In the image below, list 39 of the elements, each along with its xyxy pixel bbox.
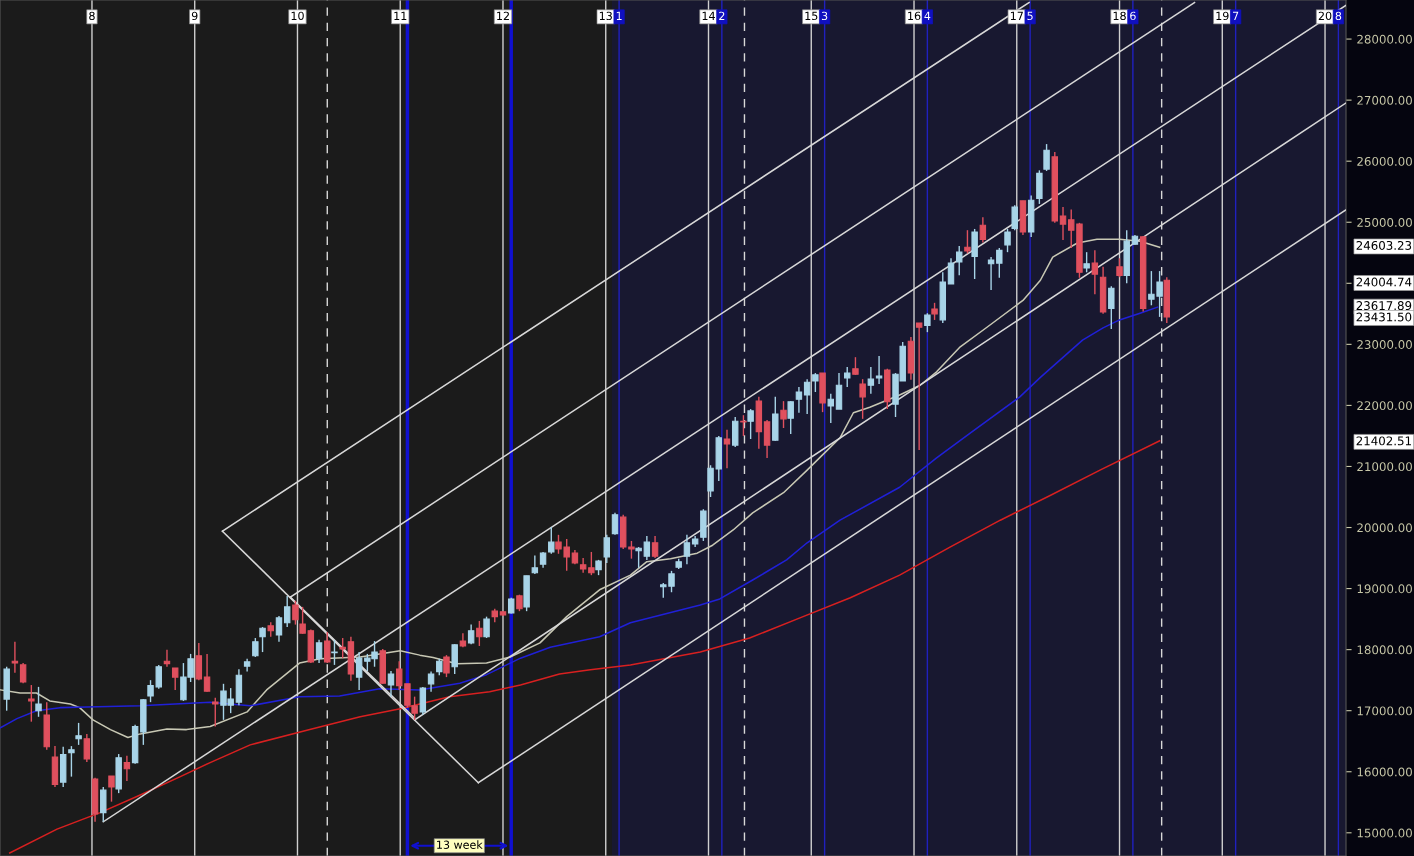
- x2-tick-label: 1: [616, 11, 622, 20]
- text: 21402.51: [1356, 436, 1411, 446]
- x-tick-label: 9: [191, 11, 198, 21]
- text: 24004.74: [1356, 277, 1412, 287]
- x-tick-label: 8: [89, 11, 95, 21]
- y-tick-label: 28000.00: [1357, 34, 1412, 44]
- x-tick-label: 12: [497, 11, 509, 20]
- x-tick-label: 13: [599, 11, 612, 21]
- annotation: 13 week: [437, 840, 483, 849]
- y-tick-label: 20000.00: [1357, 523, 1412, 533]
- y-tick-label: 21000.00: [1357, 462, 1412, 472]
- x-tick-label: 20: [1318, 11, 1332, 21]
- y-tick-label: 26000.00: [1357, 156, 1412, 166]
- text: 23617.89: [1356, 301, 1412, 311]
- x2-tick-label: 4: [924, 11, 931, 20]
- x-tick-label: 18: [1113, 11, 1126, 21]
- x-tick-label: 16: [908, 11, 921, 21]
- y-tick-label: 19000.00: [1357, 584, 1412, 594]
- x-tick-label: 14: [702, 11, 715, 20]
- x2-tick-label: 7: [1233, 11, 1239, 20]
- text: 24603.23: [1356, 240, 1412, 250]
- x2-tick-label: 2: [719, 11, 725, 20]
- y-tick-label: 27000.00: [1357, 95, 1412, 105]
- y-tick-label: 15000.00: [1357, 828, 1412, 838]
- x2-tick-label: 6: [1130, 11, 1136, 21]
- y-tick-label: 16000.00: [1357, 767, 1412, 777]
- x-tick-label: 15: [805, 11, 818, 21]
- x2-tick-label: 5: [1027, 11, 1033, 21]
- x-tick-label: 19: [1216, 11, 1229, 21]
- x2-tick-label: 3: [821, 11, 828, 21]
- text: 23431.50: [1356, 312, 1412, 322]
- y-tick-label: 17000.00: [1357, 706, 1412, 716]
- y-tick-label: 25000.00: [1357, 217, 1412, 227]
- y-tick-label: 18000.00: [1357, 645, 1412, 655]
- y-tick-label: 23000.00: [1357, 340, 1412, 350]
- x-tick-label: 17: [1010, 11, 1023, 20]
- y-tick-label: 22000.00: [1357, 401, 1412, 411]
- x-tick-label: 11: [394, 11, 407, 20]
- x-tick-label: 10: [291, 11, 304, 21]
